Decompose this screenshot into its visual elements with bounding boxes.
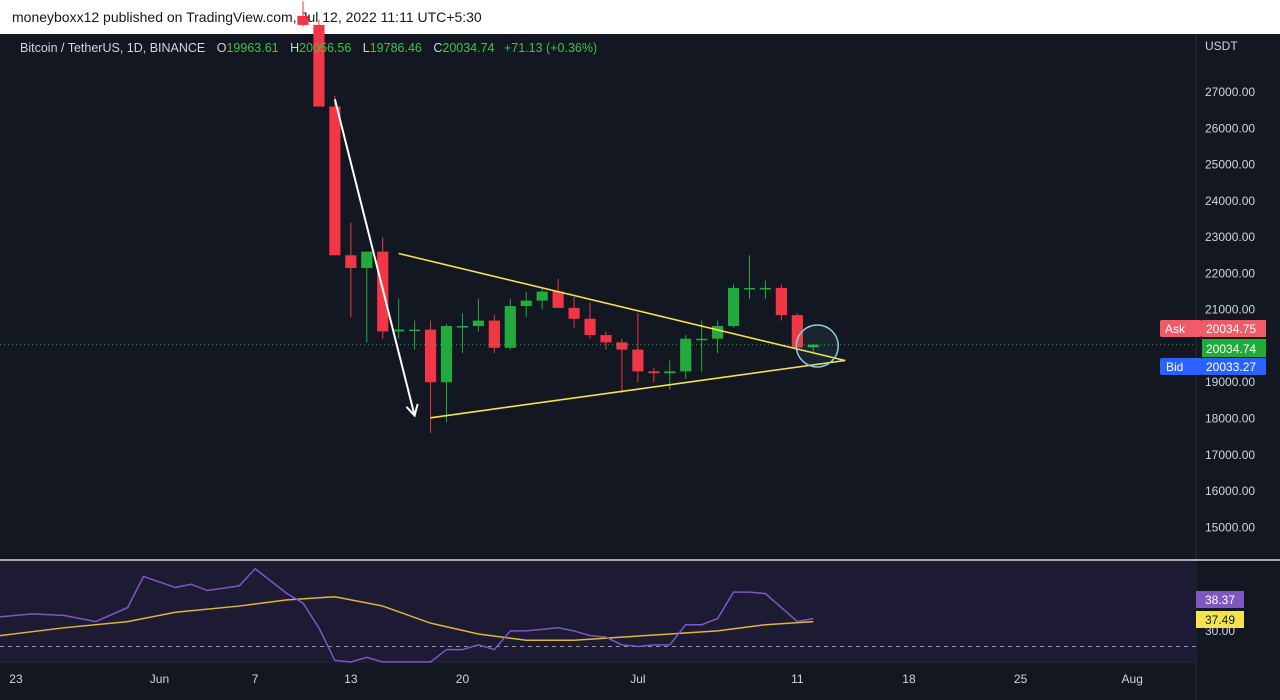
price-tick-label: 15000.00 bbox=[1205, 520, 1255, 534]
candle-body bbox=[616, 342, 628, 350]
arrow-shaft bbox=[333, 99, 416, 416]
candle-body bbox=[536, 291, 548, 301]
price-tick-label: 22000.00 bbox=[1205, 266, 1255, 280]
price-axis-ticks: 15000.00 16000.00 17000.00 18000.00 19000.00… bbox=[1205, 85, 1255, 534]
bid-label-box bbox=[1160, 358, 1202, 375]
rsi-value-box bbox=[1196, 591, 1244, 608]
open-value: 19963.61 bbox=[226, 41, 279, 55]
candle-body bbox=[696, 338, 708, 341]
candle-body bbox=[775, 287, 787, 316]
last-price-box bbox=[1202, 339, 1266, 357]
candle-body bbox=[409, 329, 421, 332]
time-tick-label: 13 bbox=[344, 672, 358, 686]
close-label: C bbox=[433, 41, 443, 55]
time-tick-label: Jul bbox=[630, 672, 645, 686]
time-tick-label: Aug bbox=[1122, 672, 1143, 686]
time-tick-label: 7 bbox=[252, 672, 259, 686]
candle-body bbox=[632, 349, 644, 372]
candle-body bbox=[807, 344, 819, 348]
candle-body bbox=[759, 287, 772, 290]
candle-body bbox=[456, 326, 469, 328]
candle-body bbox=[488, 320, 500, 348]
time-tick-label: 20 bbox=[456, 672, 470, 686]
candle-body bbox=[568, 307, 580, 319]
candle-body bbox=[424, 329, 437, 383]
price-tick-label: 16000.00 bbox=[1205, 484, 1255, 498]
candle-body bbox=[648, 371, 660, 374]
symbol-legend: Bitcoin / TetherUS, 1D, BINANCE O19963.6… bbox=[20, 41, 597, 55]
rsi-line bbox=[0, 567, 814, 663]
rsi-value: 38.37 bbox=[1205, 593, 1235, 607]
arrow-head bbox=[405, 403, 419, 418]
candle-body bbox=[329, 106, 341, 256]
published-banner: moneyboxx12 published on TradingView.com… bbox=[0, 0, 1280, 34]
candle-body bbox=[393, 329, 405, 332]
rsi-band bbox=[0, 561, 1196, 662]
price-tick-label: 17000.00 bbox=[1205, 448, 1255, 462]
time-axis-ticks: 23 Jun 7 13 20 Jul 11 18 25 Aug bbox=[9, 672, 1143, 686]
price-tick-label: 23000.00 bbox=[1205, 230, 1255, 244]
price-tick-label: 19000.00 bbox=[1205, 375, 1255, 389]
candle-body bbox=[297, 15, 309, 25]
low-label: L bbox=[362, 41, 370, 55]
candle-body bbox=[791, 315, 803, 348]
rsi-level-30-label: 30.00 bbox=[1205, 624, 1235, 638]
candle-body bbox=[552, 291, 564, 308]
price-tick-label: 24000.00 bbox=[1205, 194, 1255, 208]
bid-price: 20033.27 bbox=[1206, 360, 1256, 374]
candle-body bbox=[584, 318, 596, 336]
candle-body bbox=[472, 320, 484, 327]
high-value: 20056.56 bbox=[299, 41, 352, 55]
candle-body bbox=[520, 300, 532, 307]
last-price: 20034.74 bbox=[1206, 342, 1256, 356]
time-tick-label: Jun bbox=[150, 672, 169, 686]
price-tick-label: 21000.00 bbox=[1205, 303, 1255, 317]
trendline-lower bbox=[430, 359, 846, 419]
low-value: 19786.46 bbox=[369, 41, 422, 55]
ask-label-box bbox=[1160, 320, 1202, 337]
bid-price-box bbox=[1202, 358, 1266, 375]
trendline-upper bbox=[398, 252, 846, 362]
candle-body bbox=[345, 255, 357, 268]
price-tick-label: 25000.00 bbox=[1205, 158, 1255, 172]
open-label: O bbox=[216, 41, 227, 55]
price-tick-label: 18000.00 bbox=[1205, 412, 1255, 426]
time-tick-label: 25 bbox=[1014, 672, 1028, 686]
candle-body bbox=[440, 326, 453, 383]
highlight-circle bbox=[795, 324, 840, 368]
close-value: 20034.74 bbox=[442, 41, 495, 55]
time-tick-label: 18 bbox=[902, 672, 916, 686]
time-tick-label: 11 bbox=[791, 672, 804, 686]
drawings-layer bbox=[0, 99, 1196, 419]
currency-label: USDT bbox=[1205, 39, 1238, 53]
candle-body bbox=[313, 24, 325, 107]
change-value: +71.13 (+0.36%) bbox=[504, 41, 598, 55]
candle-body bbox=[680, 338, 692, 372]
candle-body bbox=[600, 335, 612, 343]
candles-layer bbox=[297, 1, 819, 434]
candle-body bbox=[727, 287, 740, 327]
candle-body bbox=[712, 326, 724, 339]
ask-label: Ask bbox=[1165, 322, 1186, 336]
candle-body bbox=[504, 306, 516, 348]
candle-body bbox=[361, 251, 373, 268]
symbol-name[interactable]: Bitcoin / TetherUS, 1D, BINANCE bbox=[20, 41, 206, 55]
rsi-ma-value: 37.49 bbox=[1205, 613, 1235, 627]
high-label: H bbox=[290, 41, 300, 55]
ask-price: 20034.75 bbox=[1206, 322, 1256, 336]
rsi-ma-line bbox=[0, 595, 814, 641]
ask-price-box bbox=[1202, 320, 1266, 337]
rsi-ma-value-box bbox=[1196, 611, 1244, 628]
time-tick-label: 23 bbox=[9, 672, 23, 686]
price-tick-label: 26000.00 bbox=[1205, 121, 1255, 135]
candle-body bbox=[743, 287, 756, 290]
candle-body bbox=[664, 371, 676, 374]
rsi-layer bbox=[0, 567, 1196, 663]
bid-label: Bid bbox=[1166, 360, 1183, 374]
price-tick-label: 27000.00 bbox=[1205, 85, 1255, 99]
